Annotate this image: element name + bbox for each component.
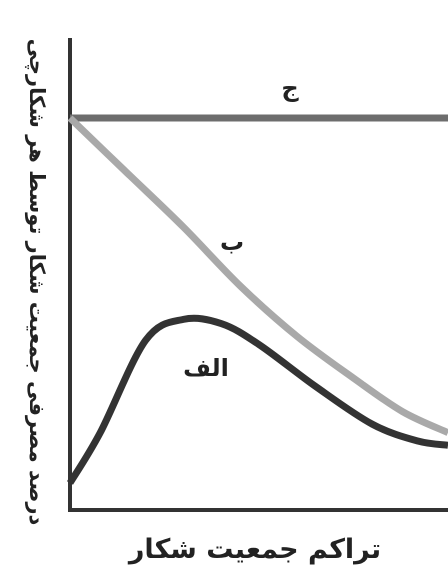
curve-label-line-b: ب <box>220 228 244 256</box>
x-axis-title: تراکم جمعیت شکار <box>127 534 381 565</box>
series-line-a <box>66 314 448 485</box>
curve-label-line-a: الف <box>183 354 229 382</box>
y-axis-title: درصد مصرفی جمعیت شکار توسط هر شکارچی <box>25 39 49 526</box>
series-line-b <box>67 115 448 436</box>
curve-label-line-c: ج <box>281 74 299 102</box>
